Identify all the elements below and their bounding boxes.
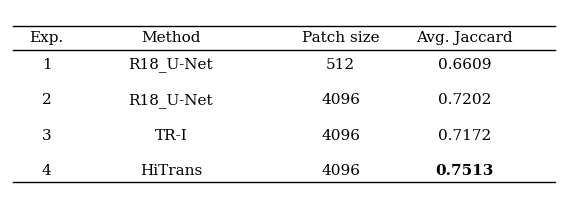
Text: Method: Method	[141, 31, 201, 45]
Text: Patch size: Patch size	[302, 31, 379, 45]
Text: Avg. Jaccard: Avg. Jaccard	[416, 31, 513, 45]
Text: 512: 512	[326, 58, 355, 72]
Text: 4: 4	[41, 164, 52, 178]
Text: 3: 3	[42, 129, 52, 143]
Text: 1: 1	[41, 58, 52, 72]
Text: 4096: 4096	[321, 93, 360, 107]
Text: 2: 2	[41, 93, 52, 107]
Text: Exp.: Exp.	[30, 31, 64, 45]
Text: 0.7202: 0.7202	[438, 93, 491, 107]
Text: 4096: 4096	[321, 129, 360, 143]
Text: 0.7513: 0.7513	[436, 164, 494, 178]
Text: HiTrans: HiTrans	[140, 164, 202, 178]
Text: TR-I: TR-I	[154, 129, 187, 143]
Text: 0.7172: 0.7172	[438, 129, 491, 143]
Text: 4096: 4096	[321, 164, 360, 178]
Text: 0.6609: 0.6609	[438, 58, 492, 72]
Text: R18_U-Net: R18_U-Net	[128, 93, 213, 108]
Text: R18_U-Net: R18_U-Net	[128, 57, 213, 72]
